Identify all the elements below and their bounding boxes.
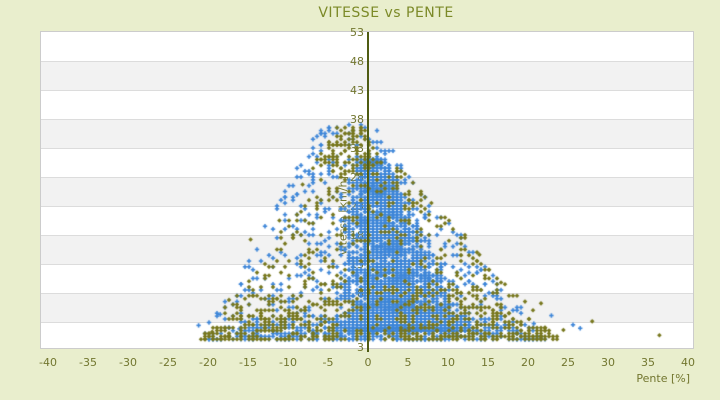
x-tick-label: 0 — [364, 356, 372, 369]
x-axis-title: Pente [%] — [636, 372, 690, 385]
chart-title: VITESSE vs PENTE — [318, 5, 454, 21]
x-tick-label: -30 — [119, 356, 137, 369]
x-tick-label: -15 — [239, 356, 257, 369]
x-tick-label: -25 — [159, 356, 177, 369]
x-tick-label: 5 — [404, 356, 412, 369]
x-tick-label: 10 — [441, 356, 455, 369]
x-tick-label: -20 — [199, 356, 217, 369]
x-tick-label: -40 — [39, 356, 57, 369]
x-tick-label: 30 — [601, 356, 615, 369]
zero-axis-line — [367, 32, 369, 352]
x-tick-label: 35 — [641, 356, 655, 369]
x-tick-label: -35 — [79, 356, 97, 369]
plot-area: 53484338332823181383 Vitesse [km/h] — [40, 26, 694, 354]
x-tick-label: 25 — [561, 356, 575, 369]
x-tick-label: 20 — [521, 356, 535, 369]
x-tick-label: -5 — [322, 356, 334, 369]
x-tick-label: 40 — [681, 356, 695, 369]
x-tick-label: -10 — [279, 356, 297, 369]
x-tick-label: 15 — [481, 356, 495, 369]
